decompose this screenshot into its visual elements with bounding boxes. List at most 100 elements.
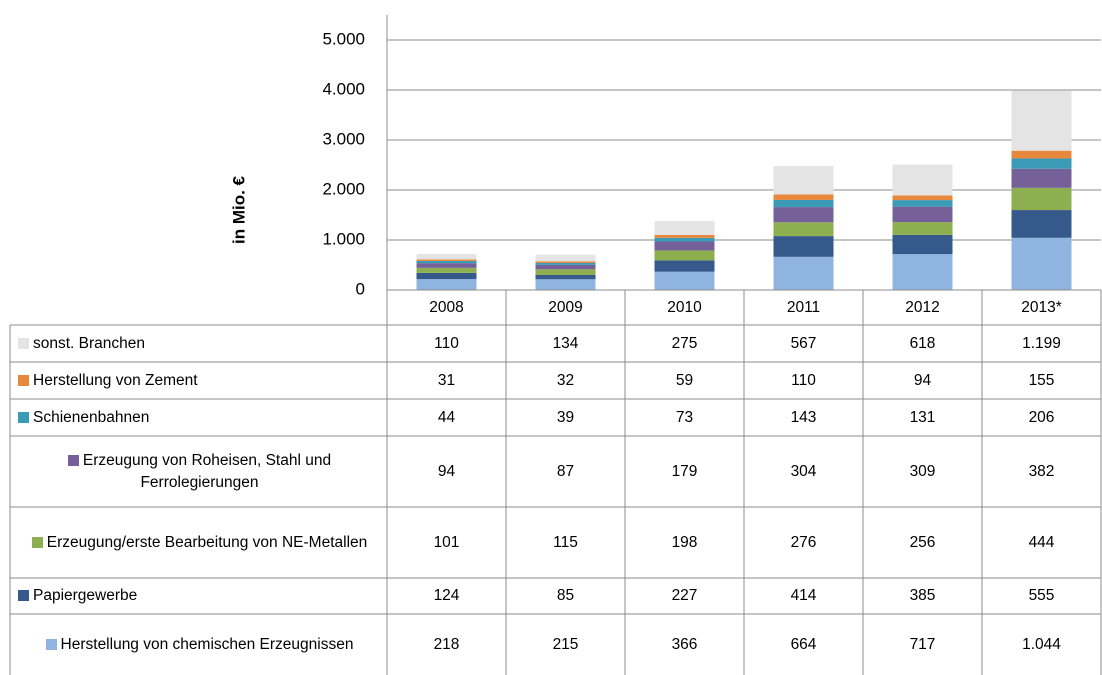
table-value: 276 — [790, 533, 817, 551]
bar-segment — [1011, 158, 1072, 169]
table-value: 664 — [790, 635, 817, 653]
y-tick-label: 4.000 — [322, 79, 365, 98]
table-value: 618 — [909, 334, 936, 352]
bar-segment — [1011, 210, 1072, 238]
bar-segment — [416, 260, 477, 264]
legend-label: Erzeugung von Roheisen, Stahl und Ferrol… — [82, 451, 332, 491]
legend-swatch — [18, 590, 29, 601]
table-value: 94 — [913, 371, 932, 389]
bar-segment — [892, 234, 953, 255]
bar-segment — [654, 234, 715, 238]
table-value: 206 — [1028, 408, 1055, 426]
legend-entry: Herstellung von chemischen Erzeugnissen — [10, 614, 387, 675]
table-value: 155 — [1028, 371, 1055, 389]
table-value: 179 — [671, 462, 698, 480]
y-tick-label: 0 — [356, 279, 365, 298]
bar-segment — [654, 241, 715, 251]
table-value: 124 — [433, 587, 460, 604]
bar-segment — [535, 254, 596, 262]
legend-entry: Papiergewerbe — [10, 578, 387, 614]
x-tick-label: 2013* — [1021, 298, 1062, 316]
table-value: 1.199 — [1022, 334, 1061, 352]
legend-entry: Herstellung von Zement — [10, 362, 387, 399]
legend-label: Herstellung von Zement — [33, 371, 198, 389]
legend-text: Herstellung von Zement — [18, 370, 198, 392]
bar-segment — [892, 206, 953, 223]
bar-segment — [416, 267, 477, 273]
table-value: 134 — [552, 334, 579, 352]
bar-segment — [416, 272, 477, 280]
legend-label: Herstellung von chemischen Erzeugnissen — [60, 635, 354, 653]
bar-segment — [773, 166, 834, 195]
legend-swatch — [45, 638, 57, 650]
table-value: 304 — [790, 462, 817, 480]
legend-text: Herstellung von chemischen Erzeugnissen — [45, 634, 354, 656]
bar-segment — [416, 263, 477, 268]
table-value: 143 — [790, 408, 817, 426]
table-value: 39 — [556, 408, 575, 426]
bar-segment — [654, 250, 715, 261]
table-value: 59 — [675, 371, 694, 389]
bar-segment — [535, 279, 596, 290]
table-value: 444 — [1028, 533, 1055, 551]
x-tick-label: 2010 — [667, 298, 702, 316]
legend-entry: Erzeugung von Roheisen, Stahl und Ferrol… — [10, 436, 387, 507]
bar-segment — [416, 279, 477, 290]
legend-label: Papiergewerbe — [33, 587, 138, 604]
bar-segment — [654, 260, 715, 272]
table-value: 85 — [556, 587, 575, 604]
table-value: 73 — [675, 408, 694, 426]
legend-swatch — [18, 374, 29, 386]
x-tick-label: 2011 — [786, 298, 821, 316]
bar-segment — [892, 222, 953, 235]
x-tick-label: 2009 — [548, 298, 583, 316]
table-value: 87 — [556, 462, 575, 480]
bar-segment — [535, 275, 596, 280]
table-value: 717 — [909, 635, 936, 653]
legend-label: Schienenbahnen — [33, 408, 150, 426]
y-tick-label: 3.000 — [322, 129, 365, 148]
legend-swatch — [18, 411, 29, 423]
bar-segment — [1011, 237, 1072, 290]
table-value: 414 — [790, 587, 817, 604]
table-value: 31 — [437, 371, 456, 389]
bar-segment — [773, 207, 834, 223]
table-value: 256 — [909, 533, 936, 551]
bar-segment — [654, 237, 715, 242]
table-value: 44 — [437, 408, 456, 426]
table-value: 555 — [1028, 587, 1055, 604]
table-value: 309 — [909, 462, 936, 480]
bar-segment — [654, 271, 715, 290]
bar-segment — [535, 262, 596, 265]
table-value: 385 — [909, 587, 936, 604]
bar-segment — [535, 264, 596, 270]
table-value: 32 — [556, 371, 575, 389]
table-value: 275 — [671, 334, 698, 352]
legend-text: sonst. Branchen — [18, 333, 145, 355]
bar-segment — [654, 221, 715, 235]
bar-segment — [892, 254, 953, 290]
bar-segment — [892, 195, 953, 201]
legend-entry: sonst. Branchen — [10, 325, 387, 362]
legend-swatch — [31, 536, 43, 548]
bar-segment — [416, 259, 477, 261]
table-value: 227 — [671, 587, 698, 604]
table-value: 110 — [791, 371, 816, 389]
table-value: 198 — [671, 533, 698, 551]
bar-segment — [535, 269, 596, 275]
table-value: 366 — [671, 635, 698, 653]
bar-segment — [773, 194, 834, 200]
bar-segment — [773, 236, 834, 257]
legend-entry: Schienenbahnen — [10, 399, 387, 436]
y-tick-label: 5.000 — [322, 29, 365, 48]
bar-segment — [1011, 90, 1072, 151]
table-value: 215 — [552, 635, 579, 653]
x-tick-label: 2008 — [429, 298, 464, 316]
bar-segment — [892, 164, 953, 196]
legend-label: Erzeugung/erste Bearbeitung von NE-Metal… — [46, 533, 368, 551]
bar-segment — [892, 200, 953, 207]
y-tick-label: 1.000 — [322, 229, 365, 248]
bar-segment — [773, 222, 834, 237]
